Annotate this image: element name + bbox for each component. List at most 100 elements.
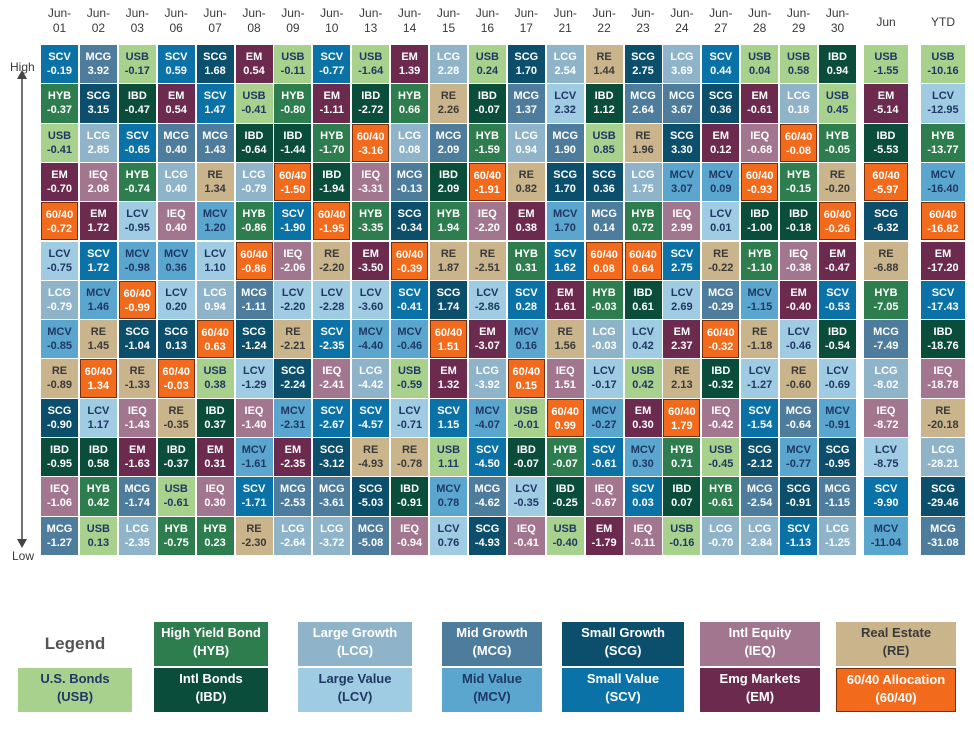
cell-asset-label: RE [207, 168, 223, 181]
daily-return-cell: LCG 0.94 [507, 123, 545, 162]
daily-return-cell: LCV 2.69 [663, 280, 701, 320]
cell-return-value: 1.79 [671, 419, 693, 432]
cell-asset-label: EM [362, 247, 379, 260]
cell-asset-label: SCG [514, 51, 539, 63]
cell-asset-label: 60/40 [123, 287, 152, 300]
cell-asset-label: HYB [631, 208, 655, 221]
cell-return-value: -0.11 [280, 65, 306, 77]
cell-return-value: 0.64 [632, 262, 654, 275]
daily-return-cell: SCG -5.03 [352, 477, 390, 516]
month-return-cell: LCV -8.75 [864, 438, 908, 477]
daily-return-cell: SCG 0.36 [702, 84, 740, 123]
cell-return-value: 2.09 [437, 182, 460, 195]
cell-return-value: -0.32 [708, 379, 734, 392]
daily-return-cell: MCV 0.36 [157, 241, 195, 280]
daily-return-cell: USB 0.45 [819, 84, 856, 123]
cell-asset-label: SCV [320, 51, 344, 63]
legend-item-code: (LCV) [337, 689, 373, 704]
cell-return-value: -1.50 [280, 183, 306, 196]
daily-return-cell: MCV 0.78 [430, 477, 467, 516]
daily-return-cell: USB 0.38 [196, 359, 234, 398]
daily-return-cell: LCG -0.79 [235, 162, 273, 202]
cell-asset-label: IEQ [711, 404, 731, 417]
cell-asset-label: EM [440, 365, 457, 378]
daily-return-cell: IEQ -0.41 [507, 516, 545, 555]
cell-return-value: -2.72 [358, 104, 384, 117]
cell-return-value: 0.54 [165, 104, 187, 117]
cell-asset-label: USB [709, 444, 733, 456]
cell-asset-label: RE [440, 247, 457, 260]
ytd-return-cell: LCG -28.21 [921, 438, 965, 477]
daily-return-cell: MCV -2.31 [274, 398, 312, 437]
cell-return-value: 1.12 [593, 104, 615, 117]
legend-item: Mid Growth (MCG) [442, 622, 542, 666]
cell-return-value: -2.35 [280, 458, 306, 470]
daily-return-cell: EM -1.11 [313, 84, 351, 123]
legend-title: Legend [44, 634, 106, 653]
daily-return-cell: SCV 1.72 [79, 241, 117, 280]
cell-return-value: 0.82 [515, 182, 537, 195]
cell-return-value: -0.53 [824, 300, 851, 313]
cell-asset-label: IBD [516, 444, 536, 456]
cell-return-value: -0.38 [786, 261, 812, 274]
cell-asset-label: SCG [436, 286, 461, 299]
cell-return-value: -0.77 [319, 65, 345, 77]
cell-asset-label: MCG [163, 129, 190, 142]
daily-return-cell: LCG 3.69 [663, 45, 701, 84]
cell-return-value: 1.72 [87, 261, 110, 274]
daily-return-cell: LCV 0.76 [430, 516, 467, 555]
cell-return-value: -1.55 [873, 65, 899, 77]
cell-asset-label: SCG [669, 129, 694, 142]
cell-return-value: -0.59 [397, 379, 423, 392]
daily-return-cell: IBD -1.00 [741, 202, 779, 241]
cell-asset-label: SCV [631, 483, 655, 496]
daily-return-cell: SCG -3.12 [313, 438, 351, 477]
cell-return-value: -0.27 [591, 418, 617, 431]
cell-asset-label: IEQ [750, 129, 770, 142]
cell-asset-label: IEQ [789, 247, 809, 260]
cell-return-value: -5.03 [358, 497, 384, 510]
cell-return-value: -1.13 [786, 536, 812, 549]
cell-asset-label: SCG [164, 326, 189, 339]
cell-asset-label: LCV [359, 286, 382, 299]
daily-return-cell: RE -0.60 [780, 359, 818, 398]
cell-return-value: -1.11 [241, 300, 267, 313]
cell-return-value: 1.51 [437, 341, 460, 354]
daily-return-cell: LCV -1.27 [741, 359, 779, 398]
cell-return-value: -2.86 [474, 300, 500, 313]
daily-return-cell: IEQ -3.31 [352, 162, 390, 202]
cell-return-value: -3.61 [319, 497, 345, 510]
cell-asset-label: IBD [322, 168, 342, 181]
daily-return-cell: USB -0.11 [274, 45, 312, 84]
cell-asset-label: SCV [787, 522, 810, 535]
cell-return-value: -0.41 [397, 300, 423, 313]
cell-asset-label: SCG [397, 208, 422, 221]
cell-asset-label: MCV [280, 404, 306, 417]
cell-asset-label: LCV [826, 365, 849, 378]
column-header-date: Jun- 13 [359, 6, 383, 35]
cell-return-value: -20.18 [927, 418, 959, 431]
daily-return-cell: USB 0.04 [741, 45, 779, 84]
cell-return-value: 0.30 [204, 497, 226, 510]
cell-return-value: 3.69 [671, 65, 693, 77]
month-return-cell: LCG -8.02 [864, 359, 908, 398]
daily-return-cell: RE 1.87 [430, 241, 467, 280]
ytd-return-cell: MCV -16.40 [921, 162, 965, 202]
cell-asset-label: MCG [474, 483, 501, 496]
cell-return-value: -0.79 [241, 182, 267, 195]
legend-item: Large Value (LCV) [298, 668, 412, 712]
cell-asset-label: SCG [825, 444, 850, 456]
cell-asset-label: SCV [931, 286, 955, 299]
cell-asset-label: LCG [592, 326, 616, 339]
daily-return-cell: IEQ 0.30 [196, 477, 234, 516]
cell-return-value: -1.91 [474, 183, 500, 196]
daily-return-cell: MCG 3.67 [663, 84, 701, 123]
cell-asset-label: HYB [86, 483, 110, 496]
cell-asset-label: LCG [320, 522, 344, 535]
cell-return-value: -4.62 [474, 497, 500, 510]
cell-asset-label: USB [242, 90, 266, 103]
cell-asset-label: SCV [359, 404, 382, 417]
cell-asset-label: USB [86, 522, 110, 535]
cell-return-value: -7.49 [873, 340, 899, 353]
daily-return-cell: SCV -0.53 [819, 280, 856, 320]
